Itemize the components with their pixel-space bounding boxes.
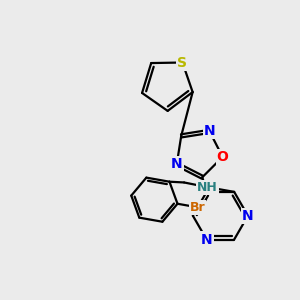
Text: N: N: [171, 157, 183, 171]
Text: N: N: [242, 209, 254, 223]
Text: N: N: [204, 124, 215, 138]
Text: N: N: [201, 232, 212, 247]
Text: O: O: [217, 150, 229, 164]
Text: NH: NH: [197, 181, 218, 194]
Text: Br: Br: [190, 201, 205, 214]
Text: S: S: [178, 56, 188, 70]
